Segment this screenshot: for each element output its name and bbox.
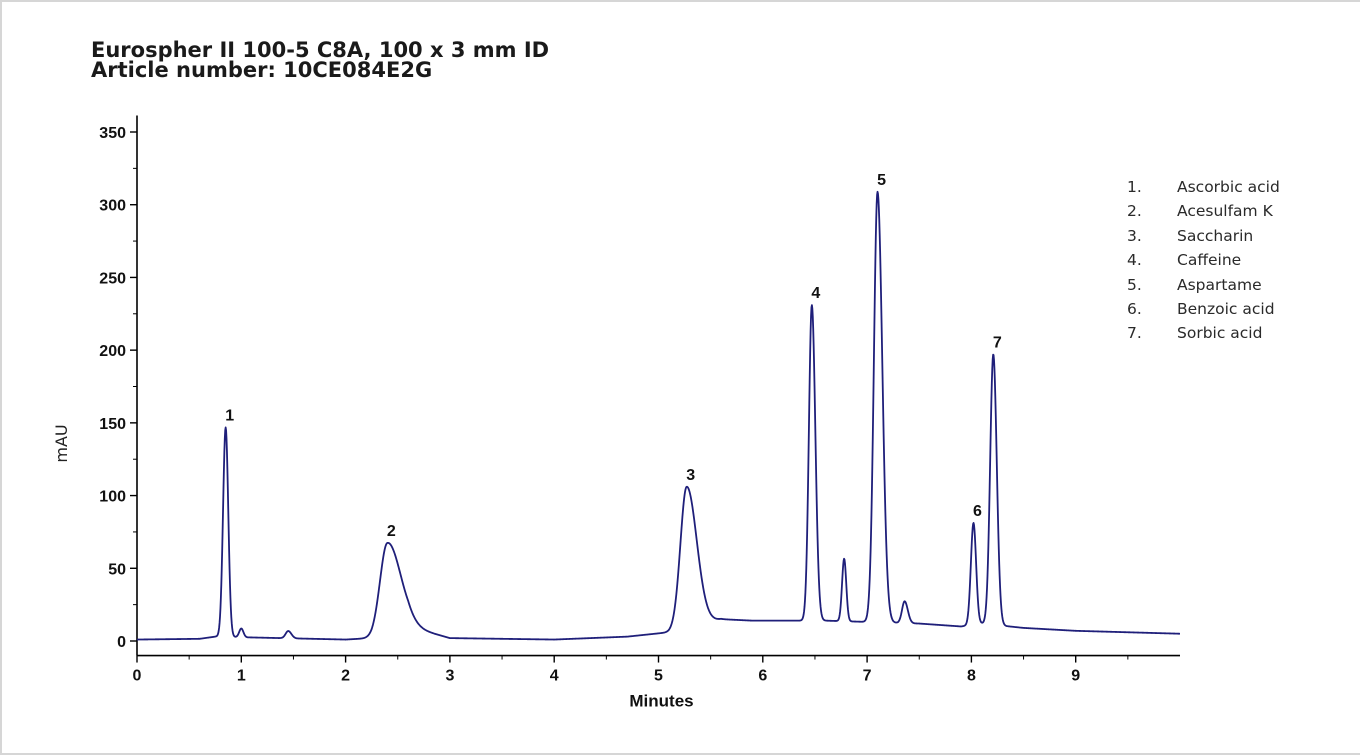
x-tick-label: 3 (445, 668, 454, 685)
legend-item: 5. Aspartame (1127, 273, 1280, 297)
y-tick-label: 50 (108, 561, 126, 578)
legend-item: 3. Saccharin (1127, 224, 1280, 248)
chart-title: Eurospher II 100-5 C8A, 100 x 3 mm ID Ar… (91, 38, 550, 82)
y-tick-label: 250 (99, 270, 126, 287)
legend-number: 1. (1127, 178, 1142, 196)
y-tick-label: 150 (99, 416, 126, 433)
legend-number: 7. (1127, 324, 1142, 343)
title-line-1: Eurospher II 100-5 C8A, 100 x 3 mm ID (91, 38, 550, 62)
x-tick-label: 2 (341, 668, 350, 685)
legend-compound-name: Acesulfam K (1177, 202, 1273, 221)
legend-number: 3. (1127, 226, 1142, 245)
legend-item: 4. Caffeine (1127, 248, 1280, 272)
peak-legend: 1. Ascorbic acid 2. Acesulfam K 3. Saccharin 4… (1127, 175, 1280, 346)
y-tick-label: 300 (99, 198, 126, 215)
legend-number: 4. (1127, 251, 1142, 270)
x-tick-label: 5 (654, 668, 663, 685)
x-tick-label: 6 (758, 668, 767, 685)
legend-number: 6. (1127, 299, 1142, 318)
x-tick-label: 7 (863, 668, 872, 685)
peak-label: 4 (811, 285, 820, 302)
y-axis-label: mAU (52, 424, 71, 462)
x-tick-label: 4 (550, 668, 559, 685)
x-tick-label: 8 (967, 668, 976, 685)
legend-number: 2. (1127, 202, 1142, 221)
legend-item: 2. Acesulfam K (1127, 199, 1280, 223)
peak-label: 5 (877, 172, 886, 189)
peak-label: 7 (993, 334, 1002, 351)
legend-number: 5. (1127, 275, 1142, 294)
legend-compound-name: Caffeine (1177, 251, 1242, 270)
x-axis-label: Minutes (629, 692, 693, 711)
y-tick-label: 350 (99, 125, 126, 142)
y-tick-label: 100 (99, 489, 126, 506)
title-line-2: Article number: 10CE084E2G (91, 58, 433, 82)
legend-compound-name: Aspartame (1177, 275, 1262, 294)
x-tick-label: 9 (1071, 668, 1080, 685)
peak-label: 1 (225, 407, 234, 424)
peak-label: 2 (387, 523, 396, 540)
chromatogram-trace (136, 190, 1181, 641)
peak-label: 6 (973, 503, 982, 520)
legend-compound-name: Ascorbic acid (1177, 178, 1280, 196)
legend-item: 6. Benzoic acid (1127, 297, 1280, 321)
x-tick-label: 0 (133, 668, 142, 685)
legend-compound-name: Saccharin (1177, 226, 1254, 245)
legend-item: 7. Sorbic acid (1127, 321, 1280, 345)
y-tick-label: 0 (117, 634, 126, 651)
y-tick-label: 200 (99, 343, 126, 360)
peak-label: 3 (686, 467, 695, 484)
legend-item: 1. Ascorbic acid (1127, 175, 1280, 199)
x-tick-label: 1 (237, 668, 246, 685)
legend-compound-name: Benzoic acid (1177, 299, 1275, 318)
legend-compound-name: Sorbic acid (1177, 324, 1263, 343)
